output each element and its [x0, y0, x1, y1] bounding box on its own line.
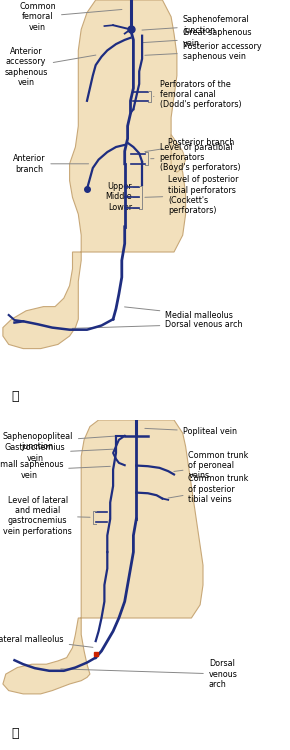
Text: Common trunk
of posterior
tibial veins: Common trunk of posterior tibial veins [168, 475, 249, 504]
Text: Lateral malleolus: Lateral malleolus [0, 635, 93, 647]
Text: Dorsal
venous
arch: Dorsal venous arch [61, 659, 238, 689]
Text: Lower: Lower [108, 203, 132, 212]
Polygon shape [171, 134, 186, 172]
Text: Saphenopopliteal
junction: Saphenopopliteal junction [3, 432, 116, 451]
Text: Ⓑ: Ⓑ [12, 727, 19, 740]
Text: Dorsal venous arch: Dorsal venous arch [72, 320, 243, 328]
Text: Perforators of the
femoral canal
(Dodd's perforators): Perforators of the femoral canal (Dodd's… [154, 80, 241, 110]
Text: Level of posterior
tibial perforators
(Cockett's
perforators): Level of posterior tibial perforators (C… [145, 176, 239, 215]
Text: Small saphenous
vein: Small saphenous vein [0, 460, 110, 480]
Text: Posterior branch: Posterior branch [145, 138, 234, 152]
Text: Common
femoral
vein: Common femoral vein [19, 2, 122, 32]
Text: Common trunk
of peroneal
veins: Common trunk of peroneal veins [174, 451, 249, 481]
Text: Saphenofemoral
junction: Saphenofemoral junction [142, 16, 249, 35]
Text: Anterior
accessory
saphenous
vein: Anterior accessory saphenous vein [4, 47, 96, 87]
Text: Upper: Upper [107, 182, 132, 190]
Text: Medial malleolus: Medial malleolus [125, 307, 233, 320]
Polygon shape [3, 420, 203, 694]
Text: Great saphenous
vein: Great saphenous vein [142, 28, 251, 47]
Text: Ⓐ: Ⓐ [12, 390, 19, 404]
Text: Popliteal vein: Popliteal vein [145, 427, 237, 436]
Text: Level of lateral
and medial
gastrocnemius
vein perforations: Level of lateral and medial gastrocnemiu… [3, 496, 90, 536]
Text: Gastrocnemius
vein: Gastrocnemius vein [4, 443, 113, 463]
Text: Posterior accessory
saphenous vein: Posterior accessory saphenous vein [145, 41, 261, 61]
Polygon shape [3, 0, 186, 349]
Text: Middle: Middle [105, 193, 132, 202]
Text: Level of paratibial
perforators
(Boyd's perforators): Level of paratibial perforators (Boyd's … [151, 142, 240, 172]
Text: Anterior
branch: Anterior branch [13, 154, 88, 173]
